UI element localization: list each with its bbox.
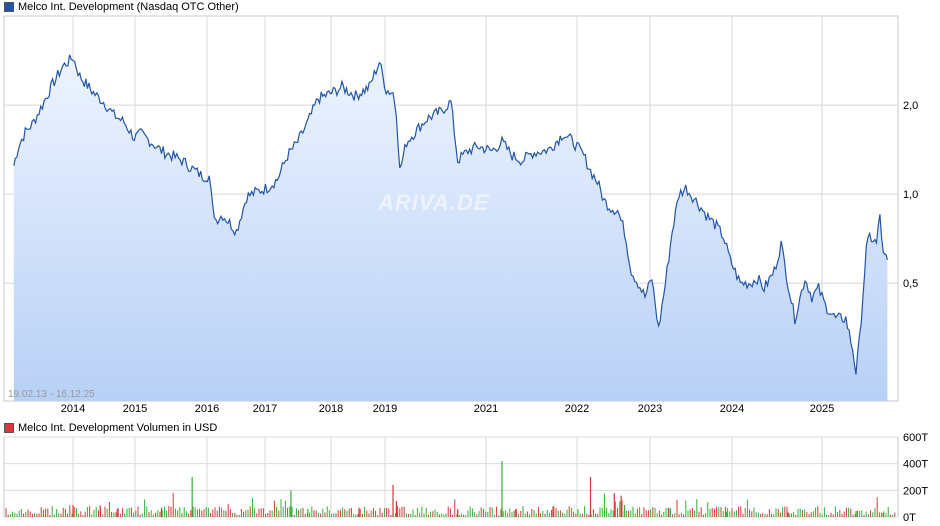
- price-legend: Melco Int. Development (Nasdaq OTC Other…: [4, 1, 239, 13]
- price-area: [13, 54, 888, 402]
- volume-chart-title: Melco Int. Development Volumen in USD: [18, 422, 218, 434]
- watermark-logo: ARIVA.DE: [378, 190, 490, 215]
- price-chart-title: Melco Int. Development (Nasdaq OTC Other…: [18, 1, 239, 13]
- x-tick-label: 2014: [61, 403, 85, 415]
- y-tick-label: 0,5: [903, 278, 918, 290]
- volume-y-tick-label: 200T: [903, 485, 928, 497]
- x-tick-label: 2024: [720, 403, 744, 415]
- x-tick-label: 2018: [319, 403, 343, 415]
- y-tick-label: 2,0: [903, 100, 918, 112]
- x-tick-label: 2023: [638, 403, 662, 415]
- volume-y-tick-label: 400T: [903, 459, 928, 471]
- x-tick-label: 2016: [195, 403, 219, 415]
- volume-y-tick-label: 600T: [903, 432, 928, 444]
- x-tick-label: 2022: [565, 403, 589, 415]
- x-tick-label: 2017: [253, 403, 277, 415]
- price-line: [13, 54, 888, 375]
- x-tick-label: 2019: [373, 403, 397, 415]
- volume-y-tick-label: 0T: [903, 512, 916, 524]
- volume-legend: Melco Int. Development Volumen in USD: [4, 422, 217, 434]
- volume-legend-swatch: [4, 423, 14, 433]
- volume-plot-frame: [3, 436, 899, 518]
- y-tick-label: 1,0: [903, 189, 918, 201]
- x-tick-label: 2025: [810, 403, 834, 415]
- price-legend-swatch: [4, 2, 14, 12]
- x-tick-label: 2021: [474, 403, 498, 415]
- date-range-label: 19.02.13 - 16.12.25: [8, 389, 95, 400]
- x-tick-label: 2015: [123, 403, 147, 415]
